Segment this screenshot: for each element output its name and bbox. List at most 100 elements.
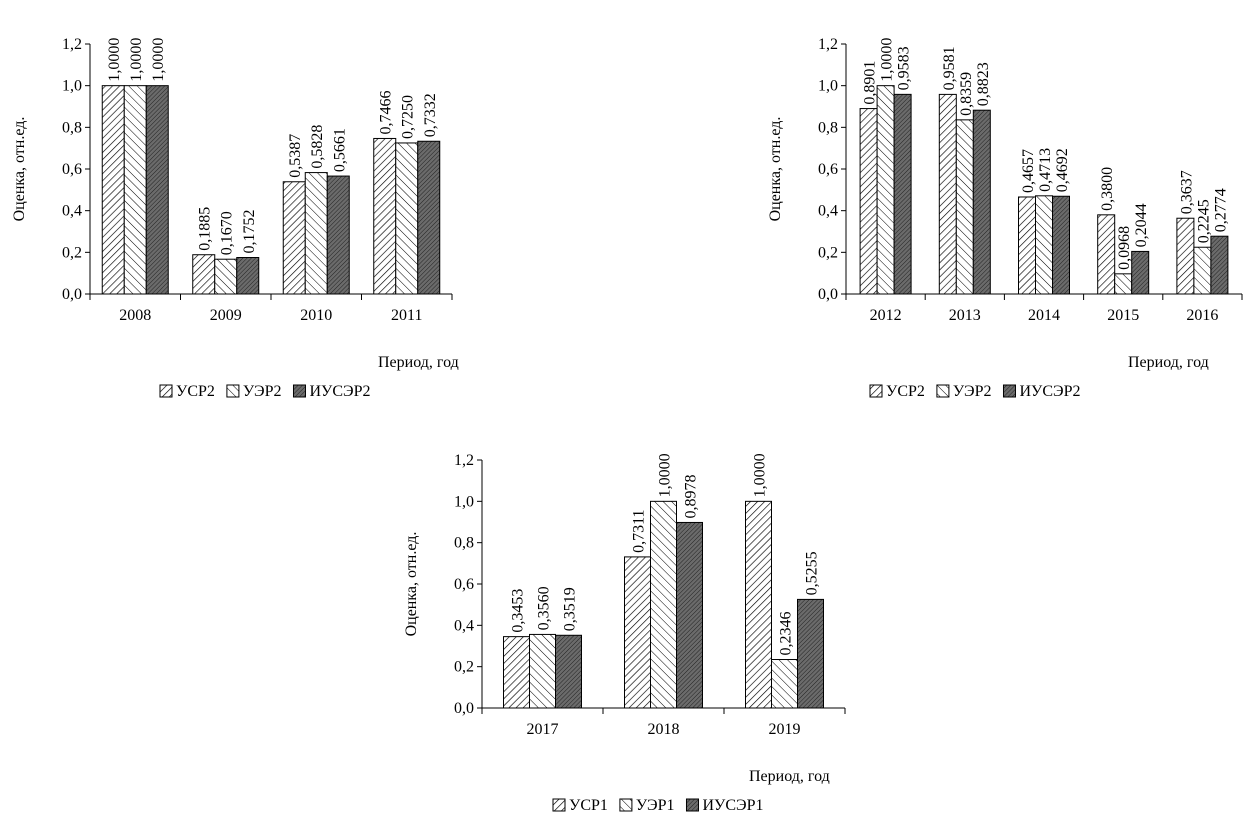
bar — [771, 659, 798, 709]
x-tick-label: 2013 — [949, 307, 981, 324]
y-tick-label: 0,6 — [62, 161, 82, 178]
data-label: 0,8359 — [958, 72, 975, 116]
bar — [529, 633, 556, 709]
legend-entry: ИУСЭР1 — [702, 797, 763, 814]
x-tick-label: 2017 — [527, 721, 559, 738]
y-tick-label: 1,2 — [62, 36, 82, 53]
y-tick-label: 1,2 — [818, 36, 838, 53]
data-label: 0,3800 — [1099, 167, 1116, 211]
y-tick-label: 0,2 — [62, 244, 82, 261]
x-axis-title: Период, год — [378, 354, 459, 371]
bar — [1176, 217, 1195, 295]
y-axis-title: Оценка, отн.ед. — [11, 117, 28, 222]
bar — [1018, 196, 1036, 295]
data-label: 0,1670 — [219, 211, 236, 255]
chart-2: 0,0 0,2 0,4 0,6 0,8 1,0 1,2 2012 2013 2014 2015 201… — [767, 36, 1243, 400]
y-tick-label: 0,0 — [454, 700, 474, 717]
bar — [676, 521, 703, 709]
chart-1: 0,0 0,2 0,4 0,6 0,8 1,0 1,2 2008 2009 2010 2011 1,0… — [11, 36, 459, 400]
y-axis-title: Оценка, отн.ед. — [767, 117, 784, 222]
y-tick-label: 0,4 — [818, 203, 838, 220]
bar — [326, 175, 350, 295]
bar — [123, 85, 147, 295]
legend: УСР2 УЭР2 ИУСЭР2 — [869, 383, 1081, 400]
bar — [1193, 246, 1212, 295]
bar — [1114, 273, 1133, 295]
x-axis-title: Период, год — [749, 768, 830, 785]
data-label: 0,7311 — [631, 509, 648, 552]
y-tick-label: 0,8 — [818, 119, 838, 136]
legend-entry: УСР2 — [886, 383, 925, 400]
data-label: 0,4692 — [1054, 148, 1071, 192]
bar — [1097, 214, 1116, 295]
data-label: 0,8823 — [975, 62, 992, 106]
x-tick-label: 2018 — [648, 721, 680, 738]
x-tick-label: 2010 — [300, 307, 332, 324]
data-label: 0,3637 — [1178, 170, 1195, 214]
legend-swatch — [619, 798, 633, 812]
legend-swatch — [159, 384, 173, 398]
bar — [503, 636, 530, 709]
data-label: 0,7466 — [378, 90, 395, 134]
y-tick-label: 0,0 — [818, 286, 838, 303]
bar — [145, 85, 169, 295]
data-label: 0,8901 — [862, 61, 879, 105]
y-tick-label: 0,8 — [454, 535, 474, 552]
x-tick-label: 2011 — [391, 307, 422, 324]
legend-entry: УЭР1 — [636, 797, 675, 814]
legend-entry: ИУСЭР2 — [309, 383, 370, 400]
data-label: 0,3453 — [510, 589, 527, 633]
data-label: 0,7250 — [400, 95, 417, 139]
bar — [282, 181, 306, 295]
data-label: 0,1752 — [241, 210, 258, 254]
y-tick-label: 1,0 — [454, 493, 474, 510]
bar — [650, 500, 677, 709]
bar — [955, 119, 974, 295]
data-label: 0,4713 — [1037, 148, 1054, 192]
y-tick-label: 1,0 — [62, 78, 82, 95]
y-tick-label: 0,2 — [818, 244, 838, 261]
data-label: 0,4657 — [1020, 149, 1037, 193]
chart-3: 0,0 0,2 0,4 0,6 0,8 1,0 1,2 2017 2018 2019 0,3453 0… — [403, 452, 846, 814]
data-label: 0,5387 — [287, 134, 304, 178]
data-label: 1,0000 — [657, 453, 674, 497]
bar — [1052, 195, 1070, 295]
y-tick-label: 0,8 — [62, 119, 82, 136]
bar — [417, 140, 441, 295]
data-label: 0,5661 — [331, 128, 348, 172]
y-axis-title: Оценка, отн.ед. — [403, 532, 420, 637]
data-label: 1,0000 — [150, 38, 167, 82]
legend-swatch — [552, 798, 566, 812]
legend-swatch — [292, 384, 306, 398]
x-tick-label: 2012 — [870, 307, 902, 324]
bar — [859, 108, 878, 295]
bar — [893, 93, 912, 295]
legend-swatch — [685, 798, 699, 812]
y-tick-label: 0,4 — [62, 203, 82, 220]
data-label: 0,3560 — [536, 586, 553, 630]
bar — [745, 500, 772, 709]
bar — [1035, 195, 1053, 295]
legend: УСР1 УЭР1 ИУСЭР1 — [552, 797, 764, 814]
legend: УСР2 УЭР2 ИУСЭР2 — [159, 383, 371, 400]
legend-entry: ИУСЭР2 — [1019, 383, 1080, 400]
y-tick-label: 0,2 — [454, 659, 474, 676]
x-tick-label: 2016 — [1186, 307, 1218, 324]
x-tick-label: 2009 — [210, 307, 242, 324]
data-label: 1,0000 — [106, 38, 123, 82]
bar — [1131, 250, 1150, 295]
bar — [192, 254, 216, 295]
y-tick-label: 1,2 — [454, 452, 474, 469]
bar — [395, 142, 419, 295]
x-tick-label: 2008 — [119, 307, 151, 324]
data-label: 0,2044 — [1133, 203, 1150, 247]
x-tick-label: 2019 — [769, 721, 801, 738]
bar — [624, 556, 651, 709]
y-tick-label: 1,0 — [818, 78, 838, 95]
bar — [938, 93, 957, 295]
data-label: 0,5828 — [309, 125, 326, 169]
y-tick-label: 0,6 — [818, 161, 838, 178]
bar — [797, 598, 824, 709]
bar — [373, 137, 397, 295]
